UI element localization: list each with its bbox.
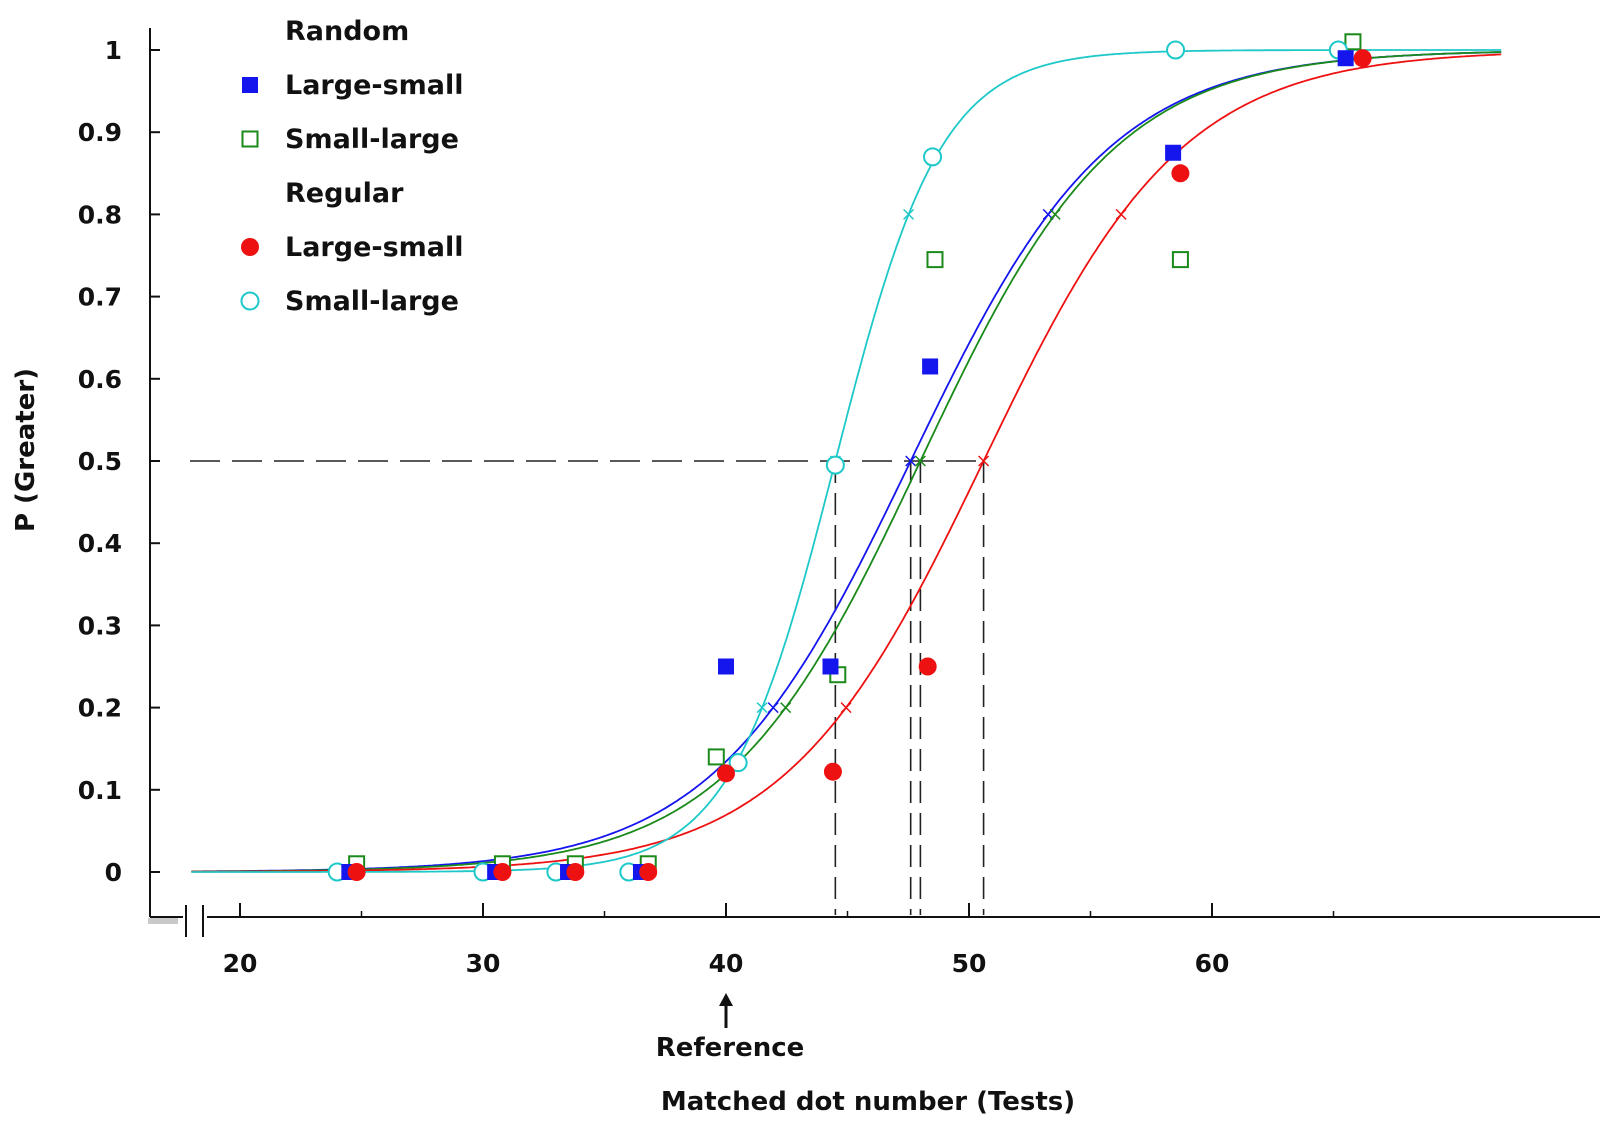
y-tick-label: 0.8 bbox=[78, 200, 122, 229]
y-tick-label: 0.3 bbox=[78, 611, 122, 640]
data-point bbox=[1166, 40, 1186, 60]
data-point bbox=[1337, 50, 1354, 67]
curve-cross-marker bbox=[780, 702, 792, 714]
curve-cross-marker bbox=[756, 702, 768, 714]
legend-heading: Random bbox=[285, 16, 409, 47]
fit-curve bbox=[191, 49, 1502, 873]
curve-cross-marker bbox=[840, 702, 852, 714]
data-point bbox=[718, 658, 734, 675]
legend-swatch bbox=[241, 238, 259, 256]
legend-entry: Large-small bbox=[285, 232, 464, 263]
data-point bbox=[1171, 251, 1189, 269]
curve-cross-marker bbox=[914, 455, 926, 467]
curve-cross-marker bbox=[978, 455, 990, 467]
y-tick-label: 0.2 bbox=[78, 694, 122, 723]
data-point bbox=[825, 455, 845, 475]
curve-cross-marker bbox=[903, 208, 915, 220]
y-tick-label: 0.9 bbox=[78, 118, 122, 147]
y-tick-label: 0.4 bbox=[78, 529, 122, 558]
data-point bbox=[926, 251, 944, 269]
data-point bbox=[1171, 164, 1190, 183]
curve-cross-marker bbox=[905, 455, 917, 467]
y-tick-label: 0.6 bbox=[78, 365, 122, 394]
data-point bbox=[707, 748, 725, 766]
curve-cross-marker bbox=[767, 702, 779, 714]
fit-curve bbox=[191, 51, 1502, 873]
x-axis-label: Matched dot number (Tests) bbox=[661, 1087, 1075, 1117]
data-point bbox=[822, 658, 839, 675]
x-tick-label: 30 bbox=[466, 949, 501, 978]
legend-heading: Regular bbox=[285, 178, 404, 209]
data-points bbox=[327, 33, 1372, 882]
legend-swatch bbox=[242, 77, 258, 93]
legend-entry: Small-large bbox=[285, 286, 459, 317]
legend-swatch bbox=[241, 130, 259, 148]
reference-lines bbox=[190, 460, 985, 915]
data-point bbox=[717, 764, 735, 783]
curve-cross-marker bbox=[1115, 208, 1127, 220]
data-point bbox=[728, 753, 748, 773]
data-point bbox=[493, 863, 512, 881]
legend-entry: Small-large bbox=[285, 124, 459, 155]
data-point bbox=[1344, 33, 1362, 51]
data-point bbox=[639, 863, 658, 881]
y-tick-label: 0.1 bbox=[78, 776, 122, 805]
x-tick-label: 40 bbox=[709, 949, 744, 978]
data-point bbox=[347, 863, 366, 881]
fit-curve bbox=[191, 53, 1502, 873]
x-tick-label: 20 bbox=[223, 949, 258, 978]
data-point bbox=[1353, 49, 1372, 68]
reference-arrow-head bbox=[719, 993, 733, 1006]
axes: 0 0.1 0.2 0.3 0.4 0.5 0.6 0.7 0.8 0.9 1 20 30 40 50 60 bbox=[78, 28, 1600, 1028]
fitted-curves bbox=[191, 49, 1502, 873]
data-point bbox=[1165, 144, 1182, 161]
y-tick-label: 0 bbox=[105, 858, 122, 887]
x-tick-label: 50 bbox=[952, 949, 987, 978]
legend-entry: Large-small bbox=[285, 70, 464, 101]
y-tick-label: 0.5 bbox=[78, 447, 122, 476]
data-point bbox=[922, 358, 939, 375]
data-point bbox=[918, 657, 937, 676]
axis-corner-block bbox=[148, 918, 178, 924]
legend: Random Large-small Small-large Regular Large… bbox=[240, 16, 464, 317]
axis-labels: P (Greater) Matched dot number (Tests) R… bbox=[11, 368, 1075, 1117]
curve-cross-marker bbox=[1049, 208, 1061, 220]
x-tick-label: 60 bbox=[1195, 949, 1230, 978]
y-tick-label: 0.7 bbox=[78, 283, 122, 312]
data-point bbox=[923, 147, 943, 167]
data-point bbox=[823, 762, 842, 781]
data-point bbox=[566, 863, 585, 881]
y-axis-label: P (Greater) bbox=[11, 368, 41, 532]
reference-annotation: Reference bbox=[656, 1033, 805, 1063]
y-tick-label: 1 bbox=[105, 36, 122, 65]
legend-swatch bbox=[240, 291, 260, 311]
